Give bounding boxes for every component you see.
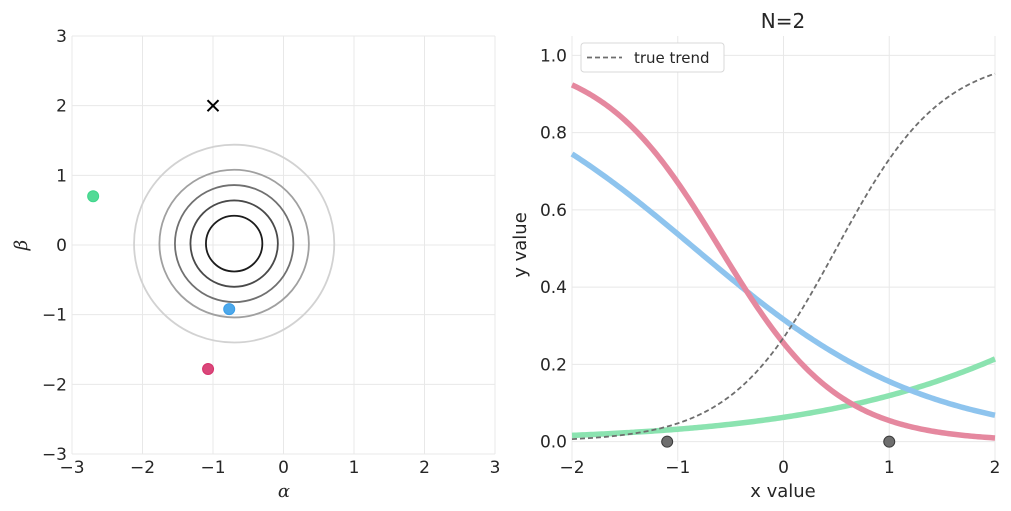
right-x-tick-label: 0 [778,458,789,478]
right-x-tick-label: 1 [884,458,895,478]
left-x-tick-label: 3 [490,458,501,478]
right-x-tick-label: −1 [665,458,690,478]
x-axis-label: x value [750,481,816,502]
chart-title: N=2 [761,9,805,33]
contour-ring [174,184,295,304]
contour-ring [133,143,336,344]
right-grid [571,36,996,461]
right-x-tick-label: 2 [990,458,1001,478]
left-x-tick-label: −3 [59,458,84,478]
parameter-space-plot: −3 −2 −1 0 1 2 3 −3 −2 −1 0 1 2 3 α β [11,27,500,502]
sample-curves [570,72,997,441]
left-y-tick-label: 3 [56,27,67,47]
sample-point [87,190,100,203]
right-y-ticks: 0.0 0.2 0.4 0.6 0.8 1.0 [540,46,567,452]
observation-point [883,435,896,448]
y-axis-label: y value [510,212,531,278]
left-y-tick-label: −3 [42,445,67,465]
left-x-tick-label: 2 [419,458,430,478]
sample-point [223,303,236,316]
left-x-tick-label: −1 [200,458,225,478]
left-y-tick-label: 2 [56,97,67,117]
sample-curve-sample-3 [570,82,996,441]
left-y-tick-label: −1 [42,306,67,326]
sample-curve-sample-1 [571,356,997,439]
right-y-tick-label: 0.4 [540,278,567,298]
sample-points [87,99,236,376]
left-y-ticks: −3 −2 −1 0 1 2 3 [42,27,67,465]
left-x-tick-label: −2 [130,458,155,478]
true-parameter-marker [206,99,220,112]
sample-point [202,363,215,376]
right-y-tick-label: 0.2 [540,355,567,375]
right-y-tick-label: 0.6 [540,201,567,221]
left-y-tick-label: 0 [56,236,67,256]
left-y-tick-label: −2 [42,375,67,395]
legend: true trend [580,42,725,73]
left-x-ticks: −3 −2 −1 0 1 2 3 [59,458,500,478]
right-x-ticks: −2 −1 0 1 2 [559,458,1000,478]
observations [661,435,896,448]
true-parameter-stroke [206,99,220,112]
observation-point [661,435,674,448]
right-y-tick-label: 0.8 [540,124,567,144]
left-x-tick-label: 1 [349,458,360,478]
posterior-contours [133,143,336,344]
contour-ring [158,168,310,319]
contour-ring [205,214,264,273]
left-grid [71,35,496,455]
beta-axis-label: β [11,240,32,251]
legend-label-true-trend: true trend [634,49,710,67]
right-y-tick-label: 0.0 [540,433,567,453]
right-x-tick-label: −2 [559,458,584,478]
left-x-tick-label: 0 [278,458,289,478]
logistic-curves-plot: −2 −1 0 1 2 0.0 0.2 0.4 0.6 0.8 1.0 N=2 x value y… [510,9,1000,502]
right-y-tick-label: 1.0 [540,46,567,66]
left-y-tick-label: 1 [56,166,67,186]
true-trend-line [571,72,996,440]
sample-curve-sample-2 [570,151,996,418]
legend-box [580,42,725,73]
contour-ring [189,199,279,288]
alpha-axis-label: α [278,481,290,502]
